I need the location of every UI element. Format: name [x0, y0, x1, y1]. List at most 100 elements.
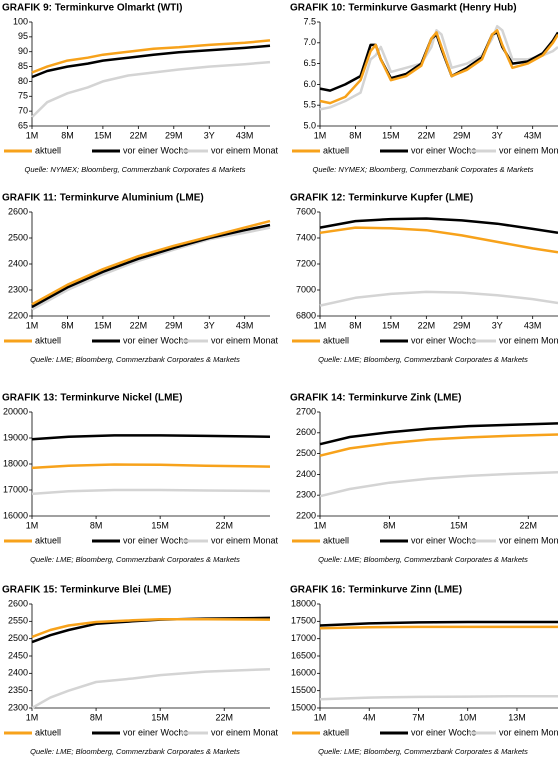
- x-tick-label: 1M: [314, 712, 327, 722]
- y-tick-label: 2600: [296, 427, 316, 437]
- x-tick-label: 22M: [215, 520, 233, 530]
- y-tick-label: 2600: [8, 598, 28, 608]
- x-tick-label: 22M: [130, 320, 148, 330]
- x-tick-label: 3Y: [204, 320, 215, 330]
- y-tick-label: 2300: [296, 490, 316, 500]
- series-line: [31, 616, 271, 644]
- series-line: [31, 226, 271, 311]
- x-tick-label: 8M: [61, 130, 74, 140]
- y-tick-label: 2300: [8, 284, 28, 294]
- y-tick-label: 7400: [296, 232, 316, 242]
- series-line: [31, 223, 271, 308]
- y-tick-label: 17500: [291, 616, 316, 626]
- y-tick-label: 2200: [296, 510, 316, 520]
- y-tick-label: 2450: [8, 650, 28, 660]
- x-tick-label: 10M: [459, 712, 477, 722]
- legend-label: vor einer Woche: [123, 335, 188, 345]
- x-tick-label: 15M: [382, 320, 400, 330]
- x-tick-label: 8M: [349, 320, 362, 330]
- x-tick-label: 15M: [94, 130, 112, 140]
- x-tick-label: 3Y: [492, 130, 503, 140]
- y-tick-label: 18000: [3, 458, 28, 468]
- y-tick-label: 15500: [291, 685, 316, 695]
- chart-title: GRAFIK 9: Terminkurve Olmarkt (WTI): [2, 3, 182, 14]
- y-tick-label: 16000: [291, 668, 316, 678]
- y-tick-label: 95: [18, 31, 28, 41]
- legend-label: vor einem Monat: [499, 535, 558, 545]
- legend-label: vor einem Monat: [499, 335, 558, 345]
- y-tick-label: 2500: [8, 232, 28, 242]
- x-tick-label: 1M: [26, 520, 39, 530]
- x-tick-label: 8M: [90, 712, 103, 722]
- y-tick-label: 80: [18, 76, 28, 86]
- y-tick-label: 15000: [291, 702, 316, 712]
- y-tick-label: 18000: [291, 598, 316, 608]
- legend-label: aktuell: [323, 727, 349, 737]
- y-tick-label: 85: [18, 61, 28, 71]
- x-tick-label: 43M: [236, 320, 254, 330]
- legend-label: aktuell: [35, 145, 61, 155]
- y-tick-label: 5.0: [303, 120, 316, 130]
- series-line: [319, 471, 558, 498]
- y-tick-label: 20000: [3, 406, 28, 416]
- x-tick-label: 7M: [412, 712, 425, 722]
- series-line: [31, 39, 271, 74]
- source-note: Quelle: LME; Bloomberg, Commerzbank Corp…: [318, 355, 528, 364]
- x-tick-label: 15M: [151, 712, 169, 722]
- legend-label: vor einer Woche: [411, 535, 476, 545]
- x-tick-label: 8M: [90, 520, 103, 530]
- x-tick-label: 22M: [418, 130, 436, 140]
- y-tick-label: 2500: [8, 633, 28, 643]
- y-tick-label: 65: [18, 120, 28, 130]
- legend-label: aktuell: [35, 535, 61, 545]
- series-line: [31, 219, 271, 306]
- x-tick-label: 8M: [61, 320, 74, 330]
- x-tick-label: 3Y: [492, 320, 503, 330]
- chart-title: GRAFIK 16: Terminkurve Zinn (LME): [290, 585, 462, 596]
- x-tick-label: 1M: [314, 130, 327, 140]
- x-tick-label: 43M: [236, 130, 254, 140]
- series-line: [31, 434, 271, 441]
- y-tick-label: 100: [13, 16, 28, 26]
- series-line: [31, 463, 271, 470]
- source-note: Quelle: LME; Bloomberg, Commerzbank Corp…: [318, 747, 528, 756]
- y-tick-label: 90: [18, 46, 28, 56]
- y-tick-label: 16000: [3, 510, 28, 520]
- chart-title: GRAFIK 14: Terminkurve Zink (LME): [290, 393, 462, 404]
- series-line: [31, 618, 271, 639]
- x-tick-label: 43M: [524, 130, 542, 140]
- legend-label: vor einem Monat: [211, 335, 279, 345]
- x-tick-label: 15M: [382, 130, 400, 140]
- y-tick-label: 2400: [8, 668, 28, 678]
- x-tick-label: 15M: [94, 320, 112, 330]
- y-tick-label: 6.0: [303, 79, 316, 89]
- y-tick-label: 2700: [296, 406, 316, 416]
- y-tick-label: 6800: [296, 310, 316, 320]
- x-tick-label: 8M: [383, 520, 396, 530]
- y-tick-label: 17000: [291, 633, 316, 643]
- x-tick-label: 15M: [151, 520, 169, 530]
- y-tick-label: 16500: [291, 650, 316, 660]
- x-tick-label: 1M: [314, 320, 327, 330]
- series-line: [319, 694, 558, 701]
- x-tick-label: 29M: [165, 130, 183, 140]
- legend-label: vor einer Woche: [411, 145, 476, 155]
- y-tick-label: 2300: [8, 702, 28, 712]
- legend-label: vor einem Monat: [211, 727, 279, 737]
- source-note: Quelle: LME; Bloomberg, Commerzbank Corp…: [30, 747, 240, 756]
- x-tick-label: 29M: [453, 130, 471, 140]
- x-tick-label: 3Y: [204, 130, 215, 140]
- x-tick-label: 1M: [26, 130, 39, 140]
- x-tick-label: 15M: [450, 520, 468, 530]
- source-note: Quelle: LME; Bloomberg, Commerzbank Corp…: [318, 555, 528, 564]
- source-note: Quelle: NYMEX; Bloomberg, Commerzbank Co…: [313, 165, 534, 174]
- legend-label: aktuell: [323, 145, 349, 155]
- x-tick-label: 4M: [363, 712, 376, 722]
- y-tick-label: 2400: [296, 469, 316, 479]
- y-tick-label: 17000: [3, 484, 28, 494]
- legend-label: vor einer Woche: [123, 727, 188, 737]
- series-line: [31, 44, 271, 79]
- series-line: [319, 433, 558, 457]
- series-line: [31, 488, 271, 496]
- chart-title: GRAFIK 10: Terminkurve Gasmarkt (Henry H…: [290, 3, 517, 14]
